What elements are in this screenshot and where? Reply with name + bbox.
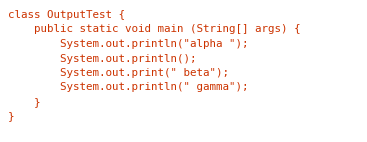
Text: class OutputTest {: class OutputTest { — [8, 10, 125, 20]
Text: System.out.println();: System.out.println(); — [8, 54, 196, 63]
Text: System.out.println("alpha ");: System.out.println("alpha "); — [8, 39, 248, 49]
Text: }: } — [8, 111, 15, 122]
Text: System.out.print(" beta");: System.out.print(" beta"); — [8, 68, 229, 78]
Text: public static void main (String[] args) {: public static void main (String[] args) … — [8, 25, 301, 35]
Text: }: } — [8, 97, 40, 107]
Text: System.out.println(" gamma");: System.out.println(" gamma"); — [8, 83, 248, 92]
